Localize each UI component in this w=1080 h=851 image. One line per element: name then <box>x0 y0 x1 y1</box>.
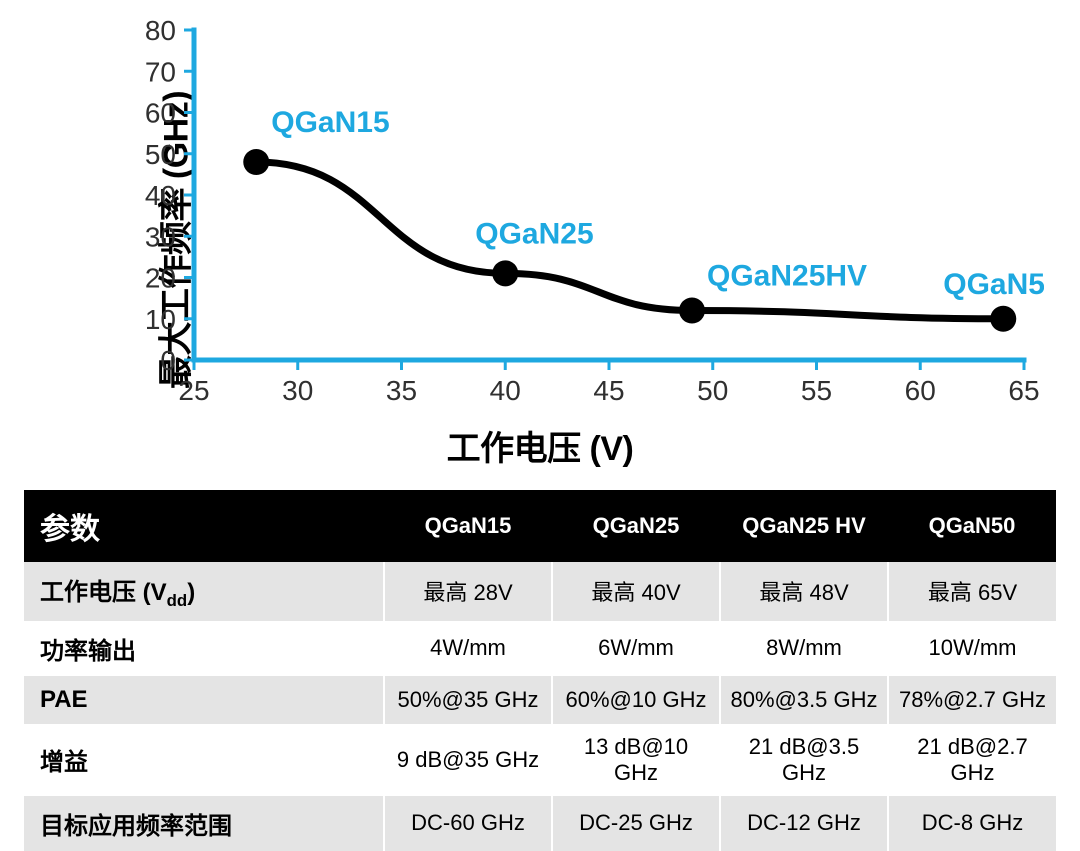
table-row-header: 工作电压 (Vdd) <box>24 562 384 621</box>
table-row-header: 目标应用频率范围 <box>24 796 384 851</box>
svg-text:60: 60 <box>905 375 936 406</box>
svg-text:50: 50 <box>145 139 176 170</box>
svg-text:45: 45 <box>593 375 624 406</box>
table-cell: 78%@2.7 GHz <box>888 676 1056 724</box>
table-row-header: PAE <box>24 676 384 724</box>
table-row: 增益9 dB@35 GHz13 dB@10 GHz21 dB@3.5 GHz21… <box>24 724 1056 796</box>
table-cell: 6W/mm <box>552 621 720 676</box>
table-cell: 8W/mm <box>720 621 888 676</box>
table-cell: 21 dB@2.7 GHz <box>888 724 1056 796</box>
table-cell: DC-60 GHz <box>384 796 552 851</box>
table-row: PAE50%@35 GHz60%@10 GHz80%@3.5 GHz78%@2.… <box>24 676 1056 724</box>
table-header-param: 参数 <box>24 490 384 562</box>
table-row: 功率输出4W/mm6W/mm8W/mm10W/mm <box>24 621 1056 676</box>
chart-svg: 25 30 35 40 45 50 55 60 65 0 10 20 30 40 50 60 70 80 QGaN1… <box>134 20 1044 420</box>
table-row: 目标应用频率范围DC-60 GHzDC-25 GHzDC-12 GHzDC-8 … <box>24 796 1056 851</box>
svg-text:20: 20 <box>145 263 176 294</box>
table-cell: 60%@10 GHz <box>552 676 720 724</box>
table-cell: 9 dB@35 GHz <box>384 724 552 796</box>
table-cell: 21 dB@3.5 GHz <box>720 724 888 796</box>
table-header-col: QGaN25 HV <box>720 490 888 562</box>
table-header-col: QGaN25 <box>552 490 720 562</box>
table-cell: DC-8 GHz <box>888 796 1056 851</box>
svg-text:30: 30 <box>145 221 176 252</box>
table-cell: 80%@3.5 GHz <box>720 676 888 724</box>
table-cell: 最高 48V <box>720 562 888 621</box>
table-cell: 最高 40V <box>552 562 720 621</box>
table-cell: 最高 28V <box>384 562 552 621</box>
svg-text:25: 25 <box>178 375 209 406</box>
table-cell: 13 dB@10 GHz <box>552 724 720 796</box>
table-cell: 50%@35 GHz <box>384 676 552 724</box>
table-row-header: 增益 <box>24 724 384 796</box>
svg-text:QGaN25HV: QGaN25HV <box>707 260 867 293</box>
table-header-row: 参数 QGaN15 QGaN25 QGaN25 HV QGaN50 <box>24 490 1056 562</box>
table-cell: DC-25 GHz <box>552 796 720 851</box>
table-row: 工作电压 (Vdd)最高 28V最高 40V最高 48V最高 65V <box>24 562 1056 621</box>
svg-text:0: 0 <box>160 345 176 376</box>
svg-text:QGaN15: QGaN15 <box>271 106 389 139</box>
table-cell: 最高 65V <box>888 562 1056 621</box>
table-row-header: 功率输出 <box>24 621 384 676</box>
table-header-col: QGaN15 <box>384 490 552 562</box>
svg-text:80: 80 <box>145 20 176 46</box>
table-cell: 10W/mm <box>888 621 1056 676</box>
svg-text:30: 30 <box>282 375 313 406</box>
freq-vs-voltage-chart: 最大工作频率 (GHz) 253035404550556065010203040… <box>24 20 1056 460</box>
svg-text:40: 40 <box>490 375 521 406</box>
svg-text:70: 70 <box>145 56 176 87</box>
chart-xlabel: 工作电压 (V) <box>24 421 1056 470</box>
table-cell: 4W/mm <box>384 621 552 676</box>
svg-text:65: 65 <box>1008 375 1039 406</box>
svg-text:50: 50 <box>697 375 728 406</box>
svg-text:60: 60 <box>145 98 176 129</box>
svg-text:40: 40 <box>145 180 176 211</box>
svg-text:35: 35 <box>386 375 417 406</box>
svg-text:QGaN50: QGaN50 <box>943 268 1044 301</box>
svg-text:QGaN25: QGaN25 <box>475 217 593 250</box>
svg-text:55: 55 <box>801 375 832 406</box>
svg-text:10: 10 <box>145 304 176 335</box>
table-cell: DC-12 GHz <box>720 796 888 851</box>
spec-table: 参数 QGaN15 QGaN25 QGaN25 HV QGaN50 工作电压 (… <box>24 490 1056 851</box>
table-header-col: QGaN50 <box>888 490 1056 562</box>
